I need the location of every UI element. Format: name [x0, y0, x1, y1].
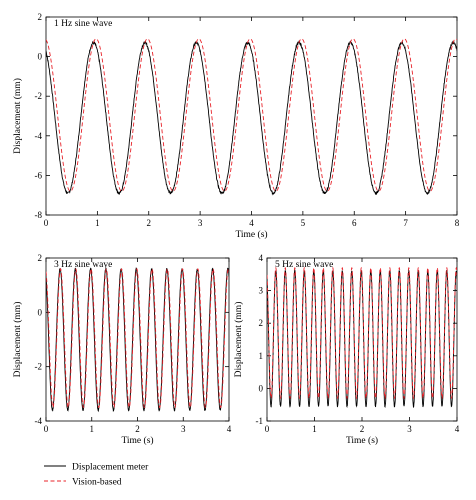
- series-line-vision-based: [46, 268, 229, 408]
- x-tick-label: 1: [90, 424, 95, 434]
- x-tick-label: 0: [44, 218, 49, 228]
- y-tick-label: 0: [38, 52, 43, 62]
- y-tick-label: -6: [35, 170, 43, 180]
- x-tick-label: 6: [352, 218, 357, 228]
- y-tick-label: 3: [259, 286, 264, 296]
- x-tick-label: 3: [181, 424, 186, 434]
- series-line-vision-based: [46, 38, 457, 192]
- x-tick-label: 4: [455, 424, 460, 434]
- x-tick-label: 4: [227, 424, 232, 434]
- series-line-vision-based: [267, 266, 457, 399]
- x-tick-label: 1: [95, 218, 100, 228]
- y-axis-label: Displacement (mm): [233, 302, 244, 378]
- y-tick-label: 2: [38, 12, 43, 22]
- x-tick-label: 0: [265, 424, 270, 434]
- chart-title: 3 Hz sine wave: [54, 260, 112, 270]
- x-axis-label: Time (s): [121, 435, 153, 446]
- y-axis-label: Displacement (mm): [12, 78, 23, 154]
- x-tick-label: 8: [455, 218, 460, 228]
- chart-title: 1 Hz sine wave: [54, 19, 112, 29]
- y-tick-label: -8: [35, 210, 43, 220]
- x-tick-label: 1: [312, 424, 317, 434]
- y-tick-label: 4: [259, 253, 264, 263]
- x-tick-label: 2: [135, 424, 140, 434]
- y-axis-label: Displacement (mm): [12, 302, 23, 378]
- x-tick-label: 2: [147, 218, 152, 228]
- chart-panel-2: 0 1 2 3 4 2 0 -2 -4 3 Hz sine wave Time (s) Displac…: [12, 253, 232, 446]
- y-tick-label: 0: [38, 307, 43, 317]
- x-tick-label: 7: [403, 218, 408, 228]
- y-tick-label: -2: [35, 362, 43, 372]
- x-tick-label: 5: [301, 218, 306, 228]
- y-tick-label: 2: [38, 253, 43, 263]
- x-axis-label: Time (s): [346, 435, 378, 446]
- x-axis-label: Time (s): [235, 229, 267, 240]
- y-tick-label: -1: [256, 416, 264, 426]
- series-line-displacement-meter: [267, 268, 457, 409]
- y-tick-label: -4: [35, 416, 43, 426]
- x-tick-label: 0: [44, 424, 49, 434]
- legend-label-vision-based: Vision-based: [72, 478, 122, 488]
- series-line-displacement-meter: [46, 39, 457, 196]
- y-tick-label: -2: [35, 91, 43, 101]
- x-tick-label: 4: [249, 218, 254, 228]
- legend: Displacement meter Vision-based: [44, 463, 149, 488]
- legend-label-displacement-meter: Displacement meter: [72, 463, 149, 473]
- chart-title: 5 Hz sine wave: [275, 260, 333, 270]
- y-tick-label: 2: [259, 318, 264, 328]
- y-tick-label: 1: [259, 351, 264, 361]
- x-tick-label: 3: [407, 424, 412, 434]
- x-tick-label: 2: [360, 424, 365, 434]
- plot-frame: [45, 16, 458, 216]
- x-tick-label: 3: [198, 218, 203, 228]
- y-tick-label: -4: [35, 131, 43, 141]
- chart-panel-1: 0 1 2 3 4 5 6 7 8 2 0 -2 -4 -6 -8 1 Hz sine wave Time (s…: [12, 12, 460, 240]
- y-tick-label: 0: [259, 383, 264, 393]
